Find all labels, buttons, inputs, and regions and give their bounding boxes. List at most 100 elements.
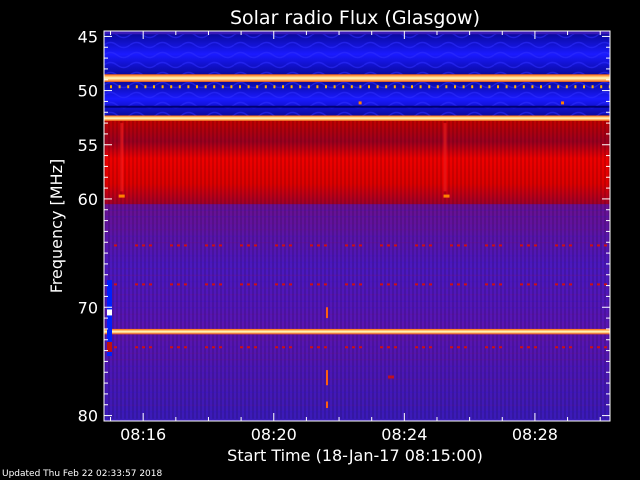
red-dash <box>415 244 418 247</box>
marker-dot <box>608 85 610 89</box>
red-dash <box>114 346 117 349</box>
red-dash <box>240 244 243 247</box>
red-dash <box>555 346 558 349</box>
red-dash <box>289 283 292 286</box>
red-dash <box>520 244 523 247</box>
marker-dot <box>428 85 431 89</box>
red-dash <box>289 346 292 349</box>
marker-dot <box>333 85 336 89</box>
red-dash <box>450 244 453 247</box>
red-dash <box>555 244 558 247</box>
red-dash <box>604 283 607 286</box>
red-dash <box>604 346 607 349</box>
red-dash <box>177 346 180 349</box>
marker-dot <box>385 85 388 89</box>
marker-dot <box>153 85 155 89</box>
red-dash <box>310 244 313 247</box>
marker-dot <box>557 85 560 89</box>
red-dash <box>422 244 425 247</box>
red-dash <box>597 346 600 349</box>
red-dash <box>492 346 495 349</box>
red-dash <box>387 346 390 349</box>
hot-spot <box>118 194 125 198</box>
red-dash <box>520 346 523 349</box>
red-dash <box>282 244 285 247</box>
red-dash <box>380 283 383 286</box>
texture-line <box>104 372 610 374</box>
red-dash <box>219 346 222 349</box>
red-dash <box>520 283 523 286</box>
dark-line-51 <box>104 105 610 108</box>
red-dash <box>142 346 145 349</box>
texture-line <box>104 222 610 224</box>
y-tick-label: 45 <box>78 27 98 46</box>
edge-column <box>107 280 112 356</box>
red-dash <box>205 283 208 286</box>
band-3 <box>104 115 610 121</box>
red-dash <box>324 283 327 286</box>
x-tick-label: 08:24 <box>381 425 427 444</box>
marker-dot <box>462 85 465 89</box>
marker-dot <box>282 85 284 89</box>
red-dash <box>205 244 208 247</box>
marker-dot <box>144 85 147 89</box>
texture-line <box>104 352 610 354</box>
red-dash <box>282 346 285 349</box>
marker-dot <box>497 85 499 89</box>
red-dash <box>135 283 138 286</box>
marker-dot <box>359 85 362 89</box>
y-tick-label: 60 <box>78 190 98 209</box>
red-dash <box>317 346 320 349</box>
red-dash <box>450 283 453 286</box>
red-dash <box>254 244 257 247</box>
marker-dot <box>531 85 534 89</box>
red-dash <box>555 283 558 286</box>
plot-frame <box>103 30 611 422</box>
band-stripes-5 <box>104 204 610 419</box>
red-dash <box>604 244 607 247</box>
red-dash <box>212 244 215 247</box>
red-dash <box>464 346 467 349</box>
marker-dot <box>196 85 198 89</box>
red-dash <box>499 244 502 247</box>
red-dash <box>240 283 243 286</box>
red-dash <box>170 283 173 286</box>
red-dash <box>562 283 565 286</box>
marker-dot <box>402 85 405 89</box>
red-dash <box>149 283 152 286</box>
red-dash <box>597 244 600 247</box>
texture-line <box>104 378 610 380</box>
marker-dot <box>161 85 164 89</box>
red-dash <box>212 283 215 286</box>
marker-dot <box>247 85 250 89</box>
marker-dot <box>230 85 233 89</box>
red-dash <box>534 244 537 247</box>
red-dash <box>422 346 425 349</box>
red-dash <box>247 346 250 349</box>
red-dash <box>464 283 467 286</box>
red-dash <box>345 244 348 247</box>
red-dash <box>149 244 152 247</box>
marker-dot <box>118 85 121 89</box>
edge-hot <box>107 309 112 316</box>
marker-dot <box>522 85 525 89</box>
red-dash <box>527 244 530 247</box>
red-dash <box>499 283 502 286</box>
texture-line <box>104 411 610 413</box>
marker-dot <box>256 85 259 89</box>
red-dash <box>254 346 257 349</box>
red-dash <box>310 283 313 286</box>
red-dash <box>569 283 572 286</box>
red-dash <box>534 283 537 286</box>
marker-dot <box>135 85 138 89</box>
red-dash <box>275 244 278 247</box>
marker-dot <box>488 85 491 89</box>
red-dash <box>275 346 278 349</box>
x-axis: 08:16 08:20 08:24 08:28 <box>110 31 601 444</box>
marker-dot <box>574 85 577 89</box>
red-dash <box>597 283 600 286</box>
red-dash <box>590 244 593 247</box>
hot-spot <box>443 194 450 198</box>
texture-line <box>104 339 610 341</box>
